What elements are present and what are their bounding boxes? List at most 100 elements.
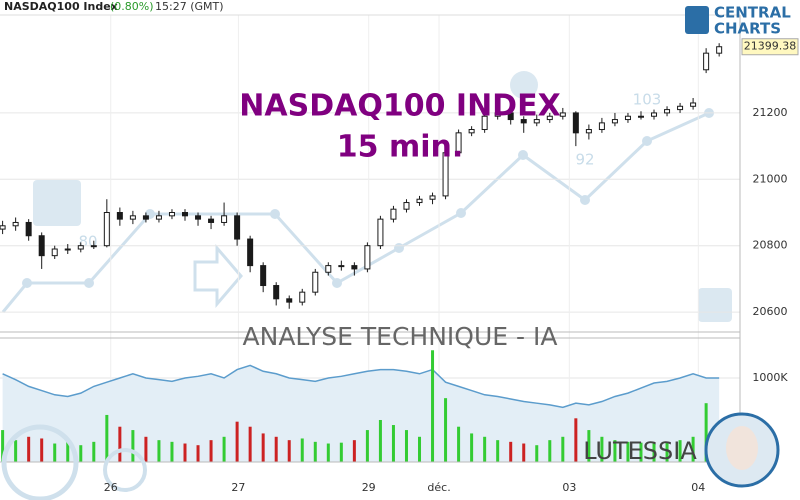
volume-bar <box>170 441 174 462</box>
volume-bar <box>483 436 487 462</box>
candle-body <box>442 152 449 197</box>
volume-bar <box>496 440 500 462</box>
volume-bar <box>131 430 135 462</box>
candle-body <box>77 245 84 250</box>
volume-bar <box>183 443 187 462</box>
candle-body <box>299 291 306 303</box>
volume-bar <box>561 436 565 462</box>
candle-body <box>168 212 175 217</box>
candle-body <box>364 245 371 270</box>
candle-body <box>520 119 527 124</box>
volume-bar <box>665 441 669 462</box>
volume-bar <box>535 445 539 462</box>
annotation: ANALYSE TECHNIQUE - IA <box>243 322 558 351</box>
candle-body <box>142 215 149 220</box>
candle-body <box>351 265 358 270</box>
x-tick-label: déc. <box>427 481 450 494</box>
candle-body <box>390 208 397 220</box>
volume-bar <box>27 436 31 462</box>
watermark-icon <box>33 180 81 226</box>
candle-body <box>90 245 97 248</box>
candle-body <box>429 195 436 200</box>
volume-bar <box>404 430 408 462</box>
logo-text: CENTRAL <box>714 4 791 22</box>
volume-bar <box>639 442 643 462</box>
y-tick-label: 21200 <box>753 106 788 119</box>
volume-bar <box>157 440 161 462</box>
watermark-icon <box>510 71 538 99</box>
header-time: 15:27 (GMT) <box>155 0 224 13</box>
candle-body <box>624 115 631 121</box>
volume-average-area <box>2 365 720 462</box>
header-name: NASDAQ100 Index <box>4 0 118 13</box>
volume-bar <box>14 440 18 462</box>
volume-bar <box>574 418 578 462</box>
candle-body <box>0 225 6 230</box>
candle-body <box>611 119 618 124</box>
x-tick-label: 26 <box>104 481 118 494</box>
watermark-arrow <box>193 243 243 309</box>
candle-body <box>260 265 267 287</box>
volume-bar <box>652 443 656 462</box>
candle-body <box>12 221 19 227</box>
volume-bar <box>222 436 226 462</box>
volume-bar <box>457 426 461 462</box>
candle-body <box>64 248 71 251</box>
volume-bar <box>339 442 343 462</box>
volume-bar <box>470 433 474 462</box>
candle-body <box>455 132 462 154</box>
volume-bar <box>378 419 382 462</box>
y-tick-label: 20800 <box>753 239 788 252</box>
volume-bar <box>431 350 435 462</box>
volume-bar <box>300 438 304 462</box>
volume-bar <box>1 430 5 462</box>
volume-bar <box>326 443 330 462</box>
candle-body <box>116 212 123 220</box>
candle-body <box>325 265 332 273</box>
candle-body <box>677 105 684 111</box>
x-tick-label: 29 <box>362 481 376 494</box>
volume-bar <box>522 443 526 462</box>
candle-body <box>25 221 32 237</box>
candle-body <box>690 102 697 107</box>
volume-bar <box>600 436 604 462</box>
x-tick-label: 03 <box>562 481 576 494</box>
candle-body <box>129 215 136 220</box>
volume-bar <box>587 430 591 462</box>
candle-body <box>533 119 540 124</box>
header-change: (0.80%) <box>110 0 154 13</box>
volume-bar <box>418 436 422 462</box>
volume-bar <box>691 436 695 462</box>
candle-body <box>481 115 488 131</box>
x-tick-label: 27 <box>231 481 245 494</box>
candle-body <box>195 215 202 220</box>
volume-bar <box>626 441 630 462</box>
candle-body <box>703 52 710 71</box>
volume-bar <box>92 441 96 462</box>
candle-body <box>585 129 592 134</box>
candle-body <box>416 198 423 204</box>
volume-bar <box>444 398 448 462</box>
last-price-label: 21399.38 <box>744 40 797 53</box>
volume-bar <box>105 414 109 462</box>
candle-body <box>286 298 293 303</box>
candle-body <box>338 265 345 268</box>
volume-bar <box>118 426 122 462</box>
chart-title: NASDAQ100 INDEX <box>239 89 560 124</box>
candle-body <box>468 129 475 134</box>
candle-body <box>273 285 280 300</box>
candle-body <box>221 215 228 223</box>
candle-body <box>559 112 566 117</box>
volume-bar <box>40 438 44 462</box>
candle-body <box>155 215 162 220</box>
volume-bar <box>365 430 369 462</box>
volume-bar <box>274 436 278 462</box>
y-tick-label: 20600 <box>753 305 788 318</box>
candle-body <box>546 115 553 121</box>
candle-body <box>182 212 188 217</box>
candle-body <box>403 202 410 210</box>
candle-body <box>494 112 501 117</box>
watermark-label: 92 <box>575 151 594 169</box>
